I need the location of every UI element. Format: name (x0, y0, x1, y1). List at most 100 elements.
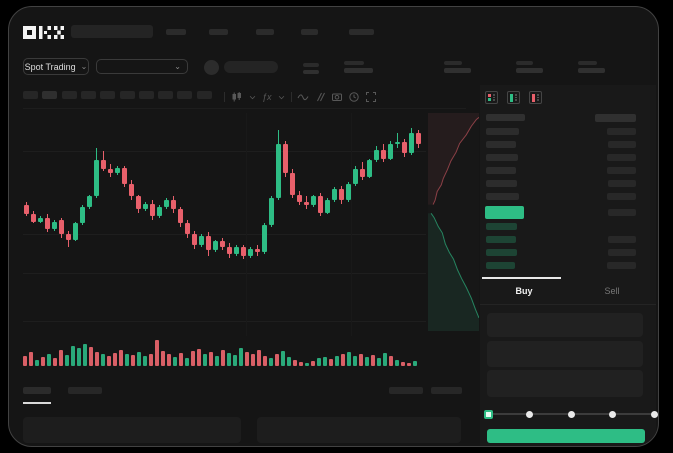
okx-logo[interactable] (23, 26, 65, 39)
timeframe-button[interactable] (42, 91, 58, 99)
candlestick-chart[interactable] (23, 113, 426, 336)
candlestick (234, 246, 239, 254)
volume-bar (41, 357, 45, 366)
ask-price-bar[interactable] (486, 154, 518, 161)
book-bids-icon[interactable] (507, 91, 520, 104)
buy-submit-button[interactable] (487, 429, 645, 443)
volume-bar (95, 352, 99, 366)
volume-bar (413, 361, 417, 366)
wave-icon[interactable] (297, 91, 309, 103)
bid-price-bar[interactable] (486, 262, 515, 269)
ask-price-bar[interactable] (486, 141, 516, 148)
fullscreen-icon[interactable] (365, 91, 377, 103)
timeframe-button[interactable] (177, 91, 193, 99)
volume-bar (407, 363, 411, 366)
timeframe-button[interactable] (61, 91, 77, 99)
price-field[interactable] (487, 313, 643, 337)
search-input[interactable] (71, 25, 153, 38)
chart-tab-placeholder[interactable] (23, 387, 51, 394)
candlestick (332, 189, 337, 200)
nav-item-placeholder[interactable] (166, 29, 186, 35)
pair-avatar (204, 60, 219, 75)
volume-bar (269, 358, 273, 366)
timeframe-button[interactable] (196, 91, 212, 99)
candlestick (199, 236, 204, 245)
gridline (23, 151, 426, 152)
volume-bar (89, 347, 93, 366)
orderbook-col-header (595, 114, 636, 122)
nav-item-placeholder[interactable] (256, 29, 274, 35)
bottom-input-right[interactable] (257, 417, 461, 443)
timeframe-button[interactable] (119, 91, 135, 99)
timeframe-button[interactable] (138, 91, 154, 99)
chart-tab-placeholder[interactable] (68, 387, 102, 394)
candlestick (346, 183, 351, 200)
orderbook-col-header (486, 114, 525, 121)
candlestick (388, 144, 393, 159)
volume-bar (191, 351, 195, 366)
slider-stop[interactable] (609, 410, 616, 418)
volume-bar (83, 344, 87, 366)
camera-icon[interactable] (331, 91, 343, 103)
candlestick (129, 183, 134, 197)
slider-stop[interactable] (526, 410, 533, 418)
tab-sell[interactable]: Sell (604, 285, 620, 296)
amount-field[interactable] (487, 341, 643, 367)
nav-item-placeholder[interactable] (209, 29, 228, 35)
volume-bar (185, 358, 189, 366)
slider-handle[interactable] (483, 409, 493, 419)
trade-sidebar: Buy Sell (480, 85, 658, 446)
bid-price-bar[interactable] (486, 249, 517, 256)
slider-stop[interactable] (567, 410, 575, 418)
pair-select[interactable]: ⌄ (96, 59, 188, 74)
timeframe-button[interactable] (23, 91, 38, 99)
volume-bar (53, 358, 57, 366)
volume-bar (287, 357, 291, 366)
nav-item-placeholder[interactable] (349, 29, 374, 35)
candlestick (262, 225, 267, 253)
volume-bar (47, 354, 51, 366)
app-window: Spot Trading ⌄ ⌄ ƒx (8, 6, 659, 447)
ask-price-bar[interactable] (486, 180, 517, 187)
volume-bar (221, 350, 225, 366)
candlestick (227, 246, 232, 254)
nav-item-placeholder[interactable] (301, 29, 318, 35)
timeframe-button[interactable] (80, 91, 96, 99)
candlestick (241, 246, 246, 256)
volume-bar (377, 358, 381, 366)
ask-price-bar[interactable] (486, 128, 519, 135)
chart-toolbar-icons: ƒx (231, 91, 377, 103)
timeframe-button[interactable] (100, 91, 116, 99)
chart-footer-item[interactable] (389, 387, 423, 394)
candlestick (269, 198, 274, 226)
slider-stop[interactable] (650, 410, 658, 418)
parallel-lines-icon[interactable] (314, 91, 326, 103)
timeframe-button[interactable] (158, 91, 174, 99)
bid-amount-bar (608, 236, 636, 243)
last-price-bar[interactable] (485, 206, 524, 219)
book-both-icon[interactable] (485, 91, 498, 104)
chevron-down-icon[interactable] (277, 93, 286, 102)
chart-footer-item[interactable] (431, 387, 462, 394)
total-field[interactable] (487, 370, 643, 397)
bottom-input-left[interactable] (23, 417, 241, 443)
candlestick-type-icon[interactable] (231, 91, 243, 103)
book-asks-icon[interactable] (529, 91, 542, 104)
bid-price-bar[interactable] (486, 223, 517, 230)
candlestick (318, 196, 323, 213)
candlestick (108, 169, 113, 173)
volume-bar (335, 356, 339, 366)
history-clock-icon[interactable] (348, 91, 360, 103)
amount-percent-slider[interactable] (480, 403, 658, 423)
candlestick (360, 169, 365, 177)
bid-price-bar[interactable] (486, 236, 516, 243)
volume-bar (245, 352, 249, 366)
ask-price-bar[interactable] (486, 193, 519, 200)
tab-buy[interactable]: Buy (515, 285, 533, 296)
ask-price-bar[interactable] (486, 167, 516, 174)
chevron-down-icon[interactable] (248, 93, 257, 102)
ask-amount-bar (607, 167, 636, 174)
market-mode-select[interactable]: Spot Trading ⌄ (23, 58, 89, 75)
candlestick (150, 203, 155, 217)
indicators-icon[interactable]: ƒx (262, 92, 272, 102)
